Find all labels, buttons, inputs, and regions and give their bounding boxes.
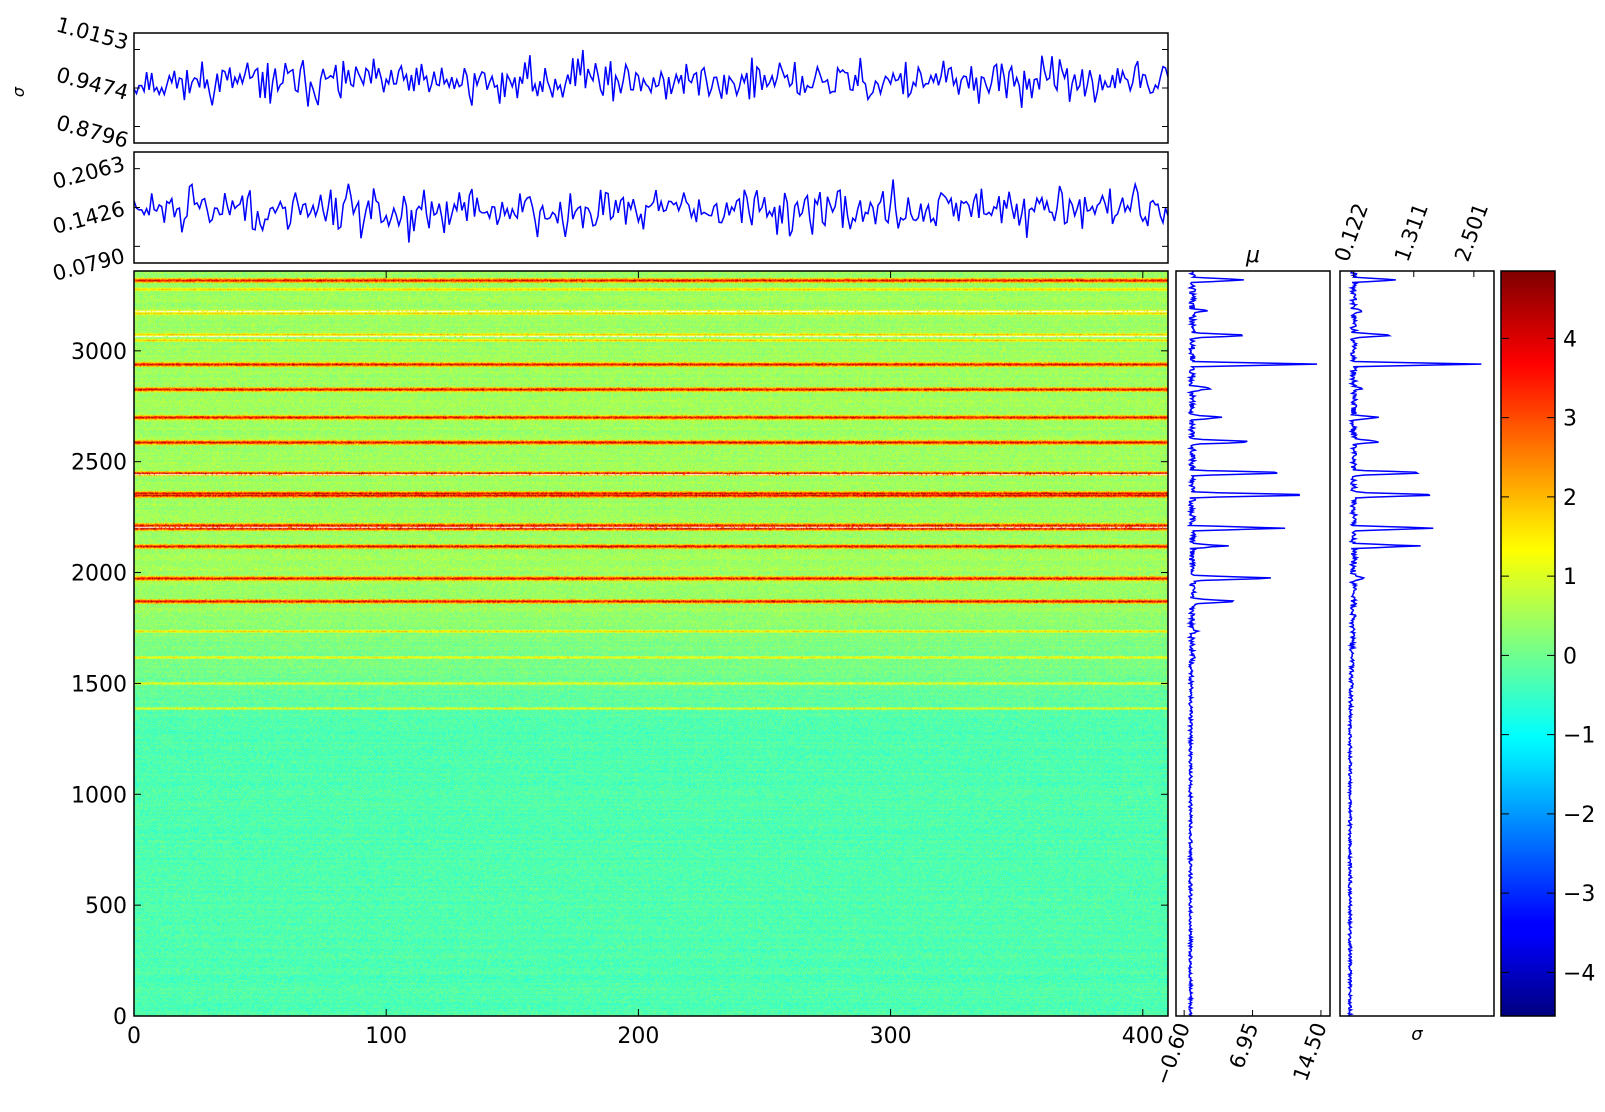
top-y-tick-label: 1.0153 — [54, 13, 131, 55]
sigma-tick-label: 0.122 — [1330, 200, 1373, 265]
colorbar-tick-label: −3 — [1563, 882, 1595, 907]
second-y-tick-label: 0.0790 — [50, 244, 127, 286]
sigma-profile: σ 0.122 1.311 2.501 — [1330, 200, 1495, 1045]
mu-tick-label: 6.95 — [1225, 1020, 1264, 1072]
y-tick-label: 2500 — [71, 451, 127, 476]
colorbar-tick-label: 0 — [1563, 644, 1577, 669]
colorbar-tick-label: 4 — [1563, 327, 1577, 352]
x-tick-label: 200 — [617, 1024, 659, 1049]
x-tick-label: 0 — [127, 1024, 141, 1049]
colorbar-tick-label: 3 — [1563, 407, 1577, 432]
x-tick-label: 400 — [1122, 1024, 1164, 1049]
colorbar-tick-label: −1 — [1563, 724, 1595, 749]
colorbar-tick-label: 2 — [1563, 486, 1577, 511]
sigma-x-ticks: 0.122 1.311 2.501 — [1330, 200, 1493, 277]
top-sigma-strip: 1.0153 0.9474 0.8796 σ — [9, 13, 1169, 153]
colorbar-tick-label: −4 — [1563, 961, 1595, 986]
heatmap-x-ticks: 0 100 200 300 400 — [127, 271, 1164, 1049]
x-tick-label: 300 — [870, 1024, 912, 1049]
top-y-axis-label: σ — [9, 86, 28, 97]
sigma-series-line — [1346, 270, 1482, 1017]
heatmap-canvas — [134, 271, 1168, 1016]
mu-title: μ — [1245, 243, 1260, 268]
y-tick-label: 1500 — [71, 672, 127, 697]
sigma-x-axis-label: σ — [1411, 1024, 1423, 1045]
mu-profile: μ −0.60 6.95 14.50 — [1150, 243, 1331, 1088]
second-y-tick-label: 0.1426 — [50, 197, 127, 239]
series-line — [133, 49, 1169, 108]
y-tick-label: 2000 — [71, 562, 127, 587]
top-y-tick-label: 0.9474 — [54, 63, 131, 105]
second-strip: 0.2063 0.1426 0.0790 — [50, 151, 1169, 286]
second-series-line — [133, 168, 1169, 247]
profile-line — [1346, 270, 1482, 1017]
second-y-tick-label: 0.2063 — [50, 152, 127, 194]
mu-tick-label: 14.50 — [1289, 1020, 1332, 1085]
colorbar-tick-label: −2 — [1563, 803, 1595, 828]
x-tick-label: 100 — [365, 1024, 407, 1049]
top-series-line — [133, 49, 1169, 127]
main-heatmap: 0 100 200 300 400 0 500 1000 1500 2000 2500 3000 — [71, 270, 1169, 1049]
sigma-tick-label: 1.311 — [1390, 200, 1433, 265]
heatmap-y-ticks: 0 500 1000 1500 2000 2500 3000 — [71, 340, 1168, 1030]
profile-line — [1186, 270, 1318, 1017]
colorbar-ticks: −4 −3 −2 −1 0 1 2 3 4 — [1501, 327, 1595, 986]
sigma-tick-label: 2.501 — [1450, 200, 1493, 265]
mu-x-ticks: −0.60 6.95 14.50 — [1150, 1010, 1332, 1088]
y-tick-label: 500 — [85, 894, 127, 919]
mu-series-line — [1186, 270, 1318, 1017]
y-tick-label: 0 — [113, 1005, 127, 1030]
colorbar: −4 −3 −2 −1 0 1 2 3 4 — [1500, 270, 1595, 1017]
top-y-tick-label: 0.8796 — [54, 111, 131, 153]
y-tick-label: 3000 — [71, 340, 127, 365]
y-tick-label: 1000 — [71, 783, 127, 808]
colorbar-tick-label: 1 — [1563, 565, 1577, 590]
series-line — [133, 179, 1169, 243]
